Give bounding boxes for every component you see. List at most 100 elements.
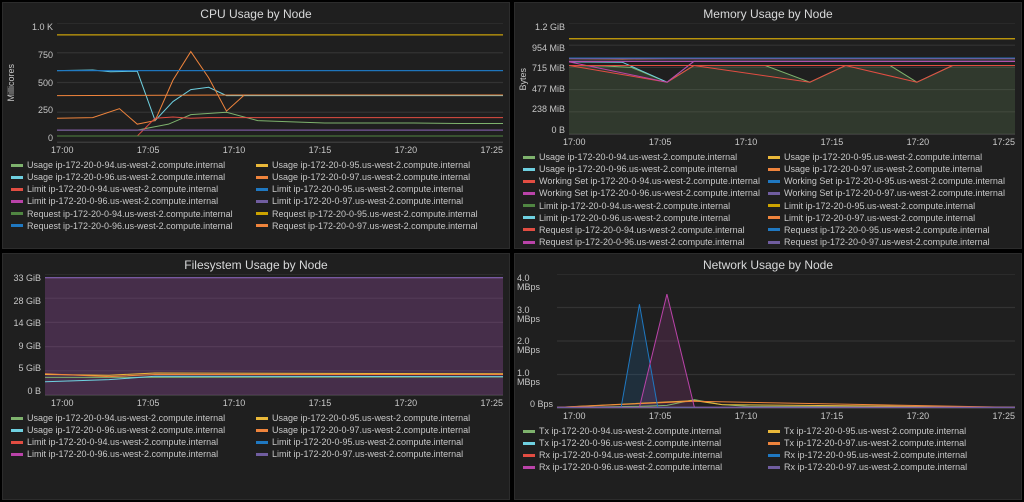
legend-item[interactable]: Request ip-172-20-0-96.us-west-2.compute… [11, 220, 256, 232]
legend-item[interactable]: Request ip-172-20-0-95.us-west-2.compute… [768, 224, 1013, 236]
legend-item[interactable]: Request ip-172-20-0-97.us-west-2.compute… [256, 220, 501, 232]
legend-swatch [11, 224, 23, 227]
legend-swatch [11, 429, 23, 432]
legend-item[interactable]: Usage ip-172-20-0-95.us-west-2.compute.i… [256, 412, 501, 424]
legend-item[interactable]: Usage ip-172-20-0-97.us-west-2.compute.i… [256, 171, 501, 183]
x-tick: 17:05 [137, 145, 160, 155]
legend-item[interactable]: Rx ip-172-20-0-96.us-west-2.compute.inte… [523, 461, 768, 473]
y-axis: 1.2 GiB954 MiB715 MiB477 MiB238 MiB0 B [529, 23, 569, 135]
legend-swatch [523, 466, 535, 469]
legend-item[interactable]: Limit ip-172-20-0-95.us-west-2.compute.i… [256, 436, 501, 448]
legend-item[interactable]: Limit ip-172-20-0-96.us-west-2.compute.i… [523, 212, 768, 224]
x-tick: 17:25 [992, 411, 1015, 421]
legend-swatch [523, 180, 535, 183]
chart-area[interactable]: 33 GiB28 GiB14 GiB9 GiB5 GiB0 B [3, 274, 509, 396]
legend-item[interactable]: Request ip-172-20-0-95.us-west-2.compute… [256, 208, 501, 220]
legend-swatch [523, 156, 535, 159]
legend-swatch [768, 216, 780, 219]
legend-item[interactable]: Usage ip-172-20-0-97.us-west-2.compute.i… [256, 424, 501, 436]
legend-item[interactable]: Limit ip-172-20-0-97.us-west-2.compute.i… [256, 448, 501, 460]
legend-label: Tx ip-172-20-0-97.us-west-2.compute.inte… [784, 437, 966, 449]
x-tick: 17:00 [563, 411, 586, 421]
legend-item[interactable]: Rx ip-172-20-0-94.us-west-2.compute.inte… [523, 449, 768, 461]
x-axis: 17:0017:0517:1017:1517:2017:25 [515, 135, 1021, 149]
y-tick: 1.0 MBps [517, 369, 553, 387]
legend-swatch [11, 212, 23, 215]
series-line[interactable] [57, 52, 503, 125]
legend-swatch [256, 200, 268, 203]
y-axis-label: Millicores [5, 64, 17, 102]
legend-label: Request ip-172-20-0-96.us-west-2.compute… [539, 236, 745, 248]
legend-swatch [256, 188, 268, 191]
x-tick: 17:00 [51, 398, 74, 408]
plot[interactable] [45, 274, 503, 396]
legend-label: Request ip-172-20-0-97.us-west-2.compute… [272, 220, 478, 232]
legend-swatch [523, 216, 535, 219]
legend-label: Limit ip-172-20-0-94.us-west-2.compute.i… [27, 183, 218, 195]
legend-label: Limit ip-172-20-0-96.us-west-2.compute.i… [27, 448, 218, 460]
legend-label: Limit ip-172-20-0-95.us-west-2.compute.i… [272, 183, 463, 195]
legend-item[interactable]: Limit ip-172-20-0-97.us-west-2.compute.i… [256, 195, 501, 207]
y-tick: 954 MiB [532, 44, 565, 53]
legend-item[interactable]: Usage ip-172-20-0-95.us-west-2.compute.i… [768, 151, 1013, 163]
x-axis: 17:0017:0517:1017:1517:2017:25 [515, 409, 1021, 423]
x-tick: 17:15 [309, 398, 332, 408]
legend-label: Usage ip-172-20-0-94.us-west-2.compute.i… [539, 151, 737, 163]
legend-item[interactable]: Usage ip-172-20-0-95.us-west-2.compute.i… [256, 159, 501, 171]
legend-label: Rx ip-172-20-0-96.us-west-2.compute.inte… [539, 461, 722, 473]
legend-item[interactable]: Tx ip-172-20-0-97.us-west-2.compute.inte… [768, 437, 1013, 449]
legend-item[interactable]: Usage ip-172-20-0-96.us-west-2.compute.i… [11, 171, 256, 183]
series-line[interactable] [57, 117, 503, 136]
legend-item[interactable]: Working Set ip-172-20-0-94.us-west-2.com… [523, 175, 768, 187]
chart-area[interactable]: Millicores1.0 K7505002500 [3, 23, 509, 143]
legend-item[interactable]: Usage ip-172-20-0-96.us-west-2.compute.i… [523, 163, 768, 175]
legend-label: Request ip-172-20-0-94.us-west-2.compute… [539, 224, 745, 236]
chart-area[interactable]: Bytes1.2 GiB954 MiB715 MiB477 MiB238 MiB… [515, 23, 1021, 135]
series-line[interactable] [57, 112, 503, 130]
y-tick: 0 B [551, 126, 565, 135]
x-tick: 17:00 [51, 145, 74, 155]
legend-item[interactable]: Usage ip-172-20-0-94.us-west-2.compute.i… [11, 159, 256, 171]
panel-mem: Memory Usage by NodeBytes1.2 GiB954 MiB7… [514, 2, 1022, 249]
y-tick: 0 [48, 134, 53, 143]
y-tick: 1.2 GiB [535, 23, 565, 32]
legend-item[interactable]: Limit ip-172-20-0-94.us-west-2.compute.i… [11, 436, 256, 448]
legend-item[interactable]: Rx ip-172-20-0-95.us-west-2.compute.inte… [768, 449, 1013, 461]
legend-item[interactable]: Usage ip-172-20-0-94.us-west-2.compute.i… [11, 412, 256, 424]
chart-area[interactable]: 4.0 MBps3.0 MBps2.0 MBps1.0 MBps0 Bps [515, 274, 1021, 409]
legend-item[interactable]: Limit ip-172-20-0-96.us-west-2.compute.i… [11, 195, 256, 207]
legend-item[interactable]: Tx ip-172-20-0-96.us-west-2.compute.inte… [523, 437, 768, 449]
legend-label: Usage ip-172-20-0-97.us-west-2.compute.i… [272, 171, 470, 183]
plot[interactable] [57, 23, 503, 143]
legend-item[interactable]: Request ip-172-20-0-96.us-west-2.compute… [523, 236, 768, 248]
legend-item[interactable]: Usage ip-172-20-0-96.us-west-2.compute.i… [11, 424, 256, 436]
legend-label: Rx ip-172-20-0-95.us-west-2.compute.inte… [784, 449, 967, 461]
legend-item[interactable]: Working Set ip-172-20-0-95.us-west-2.com… [768, 175, 1013, 187]
legend-item[interactable]: Limit ip-172-20-0-95.us-west-2.compute.i… [768, 200, 1013, 212]
legend-item[interactable]: Limit ip-172-20-0-94.us-west-2.compute.i… [11, 183, 256, 195]
legend-label: Limit ip-172-20-0-97.us-west-2.compute.i… [272, 448, 463, 460]
legend-item[interactable]: Tx ip-172-20-0-94.us-west-2.compute.inte… [523, 425, 768, 437]
legend-item[interactable]: Limit ip-172-20-0-96.us-west-2.compute.i… [11, 448, 256, 460]
legend-label: Rx ip-172-20-0-94.us-west-2.compute.inte… [539, 449, 722, 461]
legend-item[interactable]: Limit ip-172-20-0-94.us-west-2.compute.i… [523, 200, 768, 212]
legend-item[interactable]: Working Set ip-172-20-0-97.us-west-2.com… [768, 187, 1013, 199]
plot[interactable] [569, 23, 1015, 135]
legend-label: Usage ip-172-20-0-95.us-west-2.compute.i… [272, 412, 470, 424]
x-tick: 17:20 [395, 398, 418, 408]
x-tick: 17:15 [309, 145, 332, 155]
legend-item[interactable]: Rx ip-172-20-0-97.us-west-2.compute.inte… [768, 461, 1013, 473]
plot[interactable] [557, 274, 1015, 409]
legend-item[interactable]: Request ip-172-20-0-97.us-west-2.compute… [768, 236, 1013, 248]
legend-item[interactable]: Request ip-172-20-0-94.us-west-2.compute… [11, 208, 256, 220]
y-tick: 14 GiB [13, 319, 41, 328]
legend-item[interactable]: Usage ip-172-20-0-97.us-west-2.compute.i… [768, 163, 1013, 175]
legend-item[interactable]: Tx ip-172-20-0-95.us-west-2.compute.inte… [768, 425, 1013, 437]
legend-swatch [523, 204, 535, 207]
legend-item[interactable]: Limit ip-172-20-0-95.us-west-2.compute.i… [256, 183, 501, 195]
legend-label: Limit ip-172-20-0-94.us-west-2.compute.i… [27, 436, 218, 448]
legend-item[interactable]: Limit ip-172-20-0-97.us-west-2.compute.i… [768, 212, 1013, 224]
legend-item[interactable]: Working Set ip-172-20-0-96.us-west-2.com… [523, 187, 768, 199]
legend-item[interactable]: Request ip-172-20-0-94.us-west-2.compute… [523, 224, 768, 236]
legend-item[interactable]: Usage ip-172-20-0-94.us-west-2.compute.i… [523, 151, 768, 163]
